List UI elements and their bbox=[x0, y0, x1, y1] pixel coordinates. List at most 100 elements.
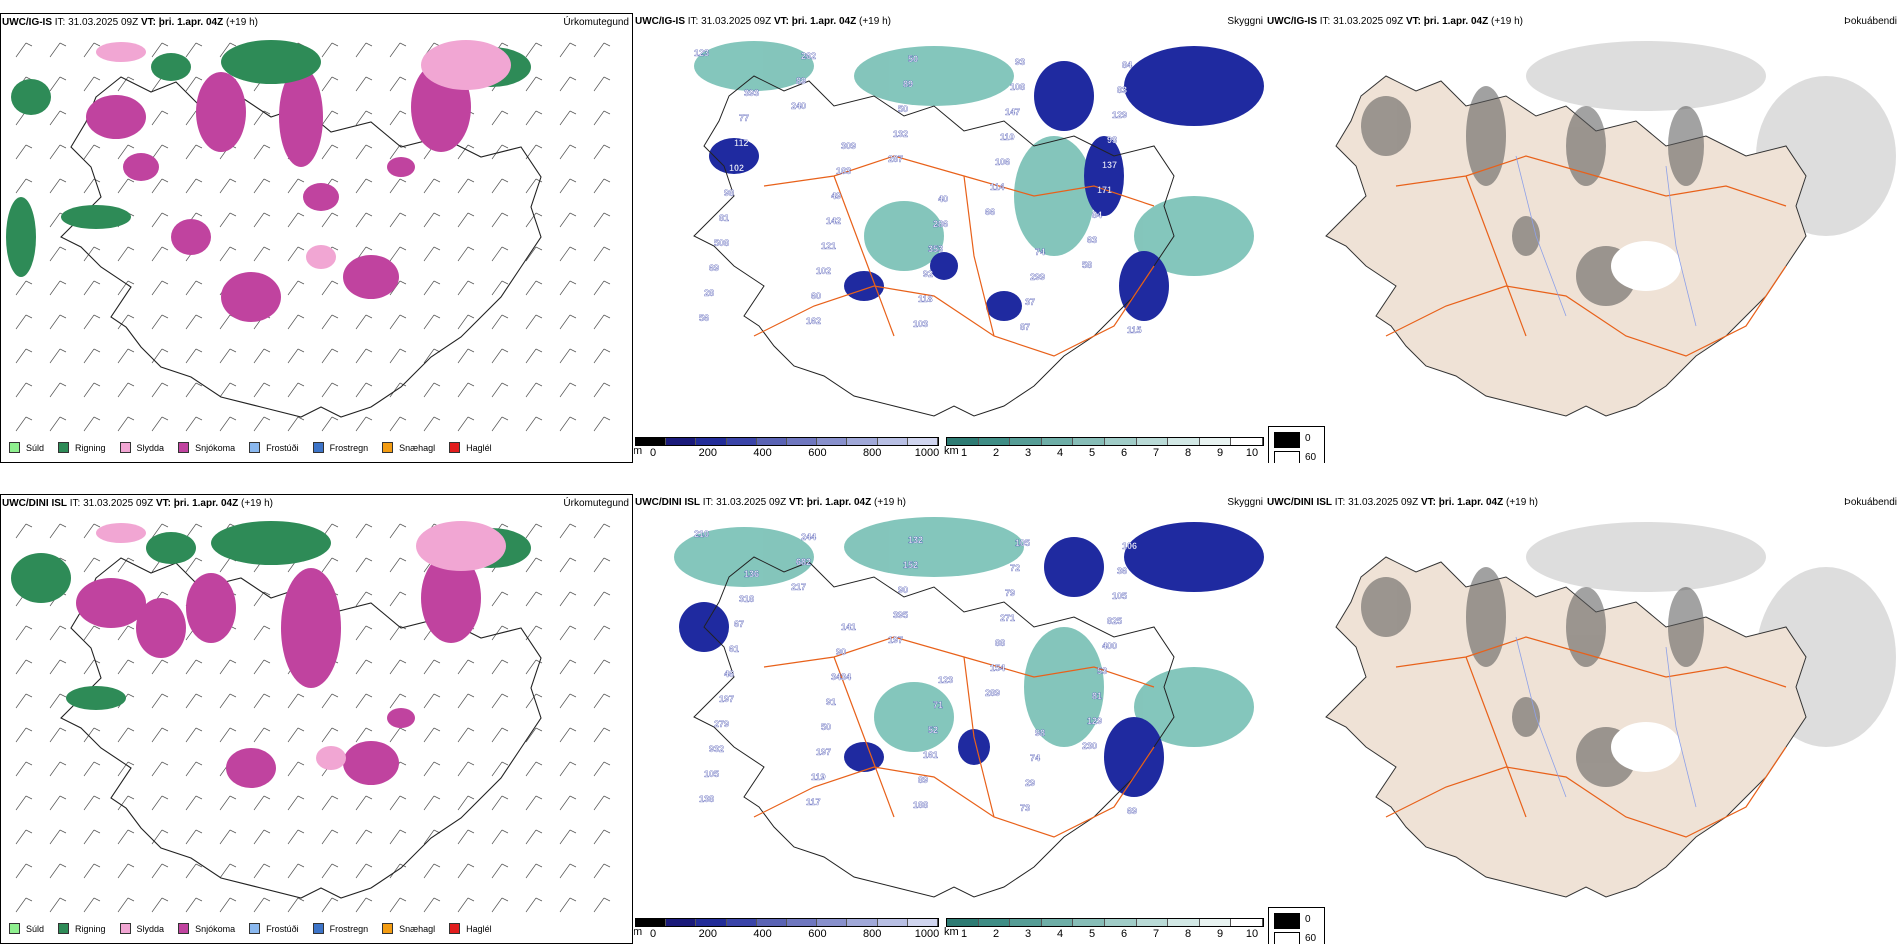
iceland-outline bbox=[693, 75, 1175, 417]
legend-item: Slydda bbox=[119, 923, 165, 934]
wind-barb bbox=[185, 348, 203, 364]
visibility-label: 81 bbox=[719, 213, 729, 223]
wind-barb bbox=[389, 42, 407, 58]
visibility-label: 103 bbox=[913, 319, 928, 329]
visibility-label: 98 bbox=[724, 188, 734, 198]
wind-barb bbox=[219, 382, 237, 398]
wind-barb bbox=[321, 416, 339, 432]
wind-barb bbox=[593, 557, 611, 573]
wind-barb bbox=[49, 625, 67, 641]
colorbar-segment bbox=[978, 438, 1011, 445]
visibility-label: 28 bbox=[704, 288, 714, 298]
wind-barb bbox=[287, 416, 305, 432]
wind-barb bbox=[593, 693, 611, 709]
wind-barb bbox=[525, 863, 543, 879]
model-name: UWC/DINI ISL bbox=[2, 498, 67, 509]
wind-barb bbox=[355, 795, 373, 811]
roads bbox=[1385, 636, 1787, 838]
colorbar-tick: 5 bbox=[1088, 928, 1096, 940]
wind-barb bbox=[287, 727, 305, 743]
wind-barb bbox=[15, 523, 33, 539]
legend-item: Snjókoma bbox=[178, 923, 235, 934]
wind-barb bbox=[321, 795, 339, 811]
wind-barb bbox=[151, 863, 169, 879]
visibility-label: 92 bbox=[923, 269, 933, 279]
wind-barb bbox=[559, 523, 577, 539]
visibility-label: 73 bbox=[1020, 803, 1030, 813]
colorbar-segment bbox=[726, 438, 757, 445]
wind-barb bbox=[49, 280, 67, 296]
wind-barb bbox=[491, 693, 509, 709]
wind-barb bbox=[491, 829, 509, 845]
legend-item: Snæhagl bbox=[382, 923, 435, 934]
vt-label: VT: bbox=[155, 498, 171, 509]
wind-barbs bbox=[15, 42, 611, 432]
wind-barb bbox=[117, 314, 135, 330]
wind-barb bbox=[593, 829, 611, 845]
wind-barb bbox=[253, 144, 271, 160]
wind-barb bbox=[559, 314, 577, 330]
wind-barb bbox=[593, 42, 611, 58]
wind-barb bbox=[321, 280, 339, 296]
wind-barb bbox=[457, 212, 475, 228]
visibility-label: 50 bbox=[821, 722, 831, 732]
colorbar-tick: 2 bbox=[992, 928, 1000, 940]
wind-barb bbox=[83, 382, 101, 398]
colorbar-tick: 8 bbox=[1184, 447, 1192, 459]
wind-barb bbox=[355, 523, 373, 539]
wind-barb bbox=[389, 246, 407, 262]
wind-barb bbox=[559, 897, 577, 913]
model-name: UWC/DINI ISL bbox=[635, 497, 700, 508]
visibility-label: 309 bbox=[841, 141, 856, 151]
vt-value: þri. 1.apr. 04Z bbox=[791, 16, 857, 27]
wind-barb bbox=[287, 761, 305, 777]
legend-swatch bbox=[58, 442, 70, 453]
wind-barb bbox=[559, 727, 577, 743]
colorbar-tick: 4 bbox=[1056, 447, 1064, 459]
legend-swatch bbox=[312, 442, 324, 453]
colorbar-segment bbox=[947, 919, 979, 926]
wind-barb bbox=[525, 557, 543, 573]
fog-panel-row1: UWC/IG-IS IT: 31.03.2025 09Z VT: þri. 1.… bbox=[1266, 13, 1900, 463]
wind-barb bbox=[253, 625, 271, 641]
legend-label: Slydda bbox=[136, 923, 165, 934]
colorbar-segment bbox=[666, 438, 697, 445]
wind-barb bbox=[185, 659, 203, 675]
wind-barb bbox=[355, 382, 373, 398]
fog-panel-row2: UWC/DINI ISL IT: 31.03.2025 09Z VT: þri.… bbox=[1266, 494, 1900, 944]
wind-barb bbox=[593, 863, 611, 879]
wind-barb bbox=[423, 246, 441, 262]
wind-barb bbox=[525, 42, 543, 58]
wind-barb bbox=[253, 829, 271, 845]
wind-barb bbox=[253, 348, 271, 364]
precip-type-panel-row1: UWC/IG-IS IT: 31.03.2025 09Z VT: þri. 1.… bbox=[0, 13, 633, 463]
wind-barb bbox=[253, 416, 271, 432]
wind-barb bbox=[117, 829, 135, 845]
visibility-label: 141 bbox=[841, 622, 856, 632]
vt-value: þri. 1.apr. 04Z bbox=[806, 497, 872, 508]
wind-barb bbox=[253, 382, 271, 398]
fog-map bbox=[1325, 41, 1896, 417]
wind-barb bbox=[219, 727, 237, 743]
wind-barb bbox=[15, 693, 33, 709]
visibility-label: 121 bbox=[821, 241, 836, 251]
wind-barb bbox=[49, 523, 67, 539]
wind-barb bbox=[559, 382, 577, 398]
wind-barb bbox=[15, 314, 33, 330]
model-name: UWC/IG-IS bbox=[635, 16, 685, 27]
wind-barb bbox=[117, 382, 135, 398]
it-label: IT: bbox=[702, 497, 714, 508]
wind-barb bbox=[457, 863, 475, 879]
visibility-bar bbox=[946, 437, 1264, 446]
visibility-label: 74 bbox=[1030, 753, 1040, 763]
wind-barb bbox=[83, 416, 101, 432]
fog-map bbox=[1325, 522, 1896, 898]
colorbar-segment bbox=[1041, 919, 1074, 926]
rivers bbox=[1515, 155, 1697, 327]
wind-barb bbox=[559, 591, 577, 607]
ceiling-bar bbox=[635, 437, 939, 446]
wind-barb bbox=[321, 863, 339, 879]
wind-barb bbox=[525, 727, 543, 743]
wind-barb bbox=[321, 110, 339, 126]
wind-barb bbox=[151, 382, 169, 398]
